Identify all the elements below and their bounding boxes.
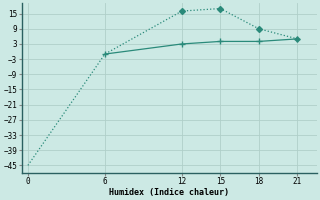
X-axis label: Humidex (Indice chaleur): Humidex (Indice chaleur) (109, 188, 229, 197)
